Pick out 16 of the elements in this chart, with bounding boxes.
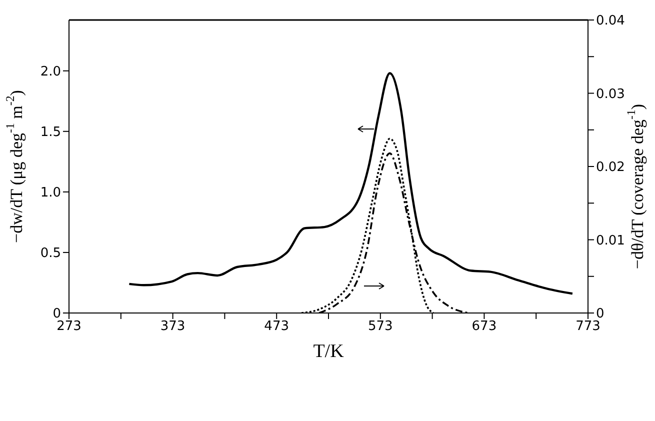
x-tick-label: 373 bbox=[160, 319, 186, 334]
line-series bbox=[128, 72, 574, 295]
y2-tick-label: 0.02 bbox=[596, 160, 625, 176]
y-tick-label: 1.0 bbox=[40, 186, 61, 201]
x-tick-label: 773 bbox=[576, 319, 600, 334]
y-tick-label: 2.0 bbox=[40, 64, 61, 80]
y2-tick-label: 0.01 bbox=[596, 233, 625, 248]
y2-tick-label: 0.03 bbox=[596, 86, 625, 102]
x-tick-label: 573 bbox=[368, 319, 393, 334]
x-tick-label: 273 bbox=[56, 319, 82, 334]
y2-tick-label: 0.04 bbox=[596, 14, 625, 29]
x-tick-label: 473 bbox=[264, 319, 290, 334]
y-tick-label: 1.5 bbox=[40, 125, 61, 140]
x-tick-label: 673 bbox=[472, 319, 497, 334]
y-tick-label: 0.5 bbox=[40, 246, 61, 262]
x-axis-title: T/K bbox=[313, 341, 344, 362]
